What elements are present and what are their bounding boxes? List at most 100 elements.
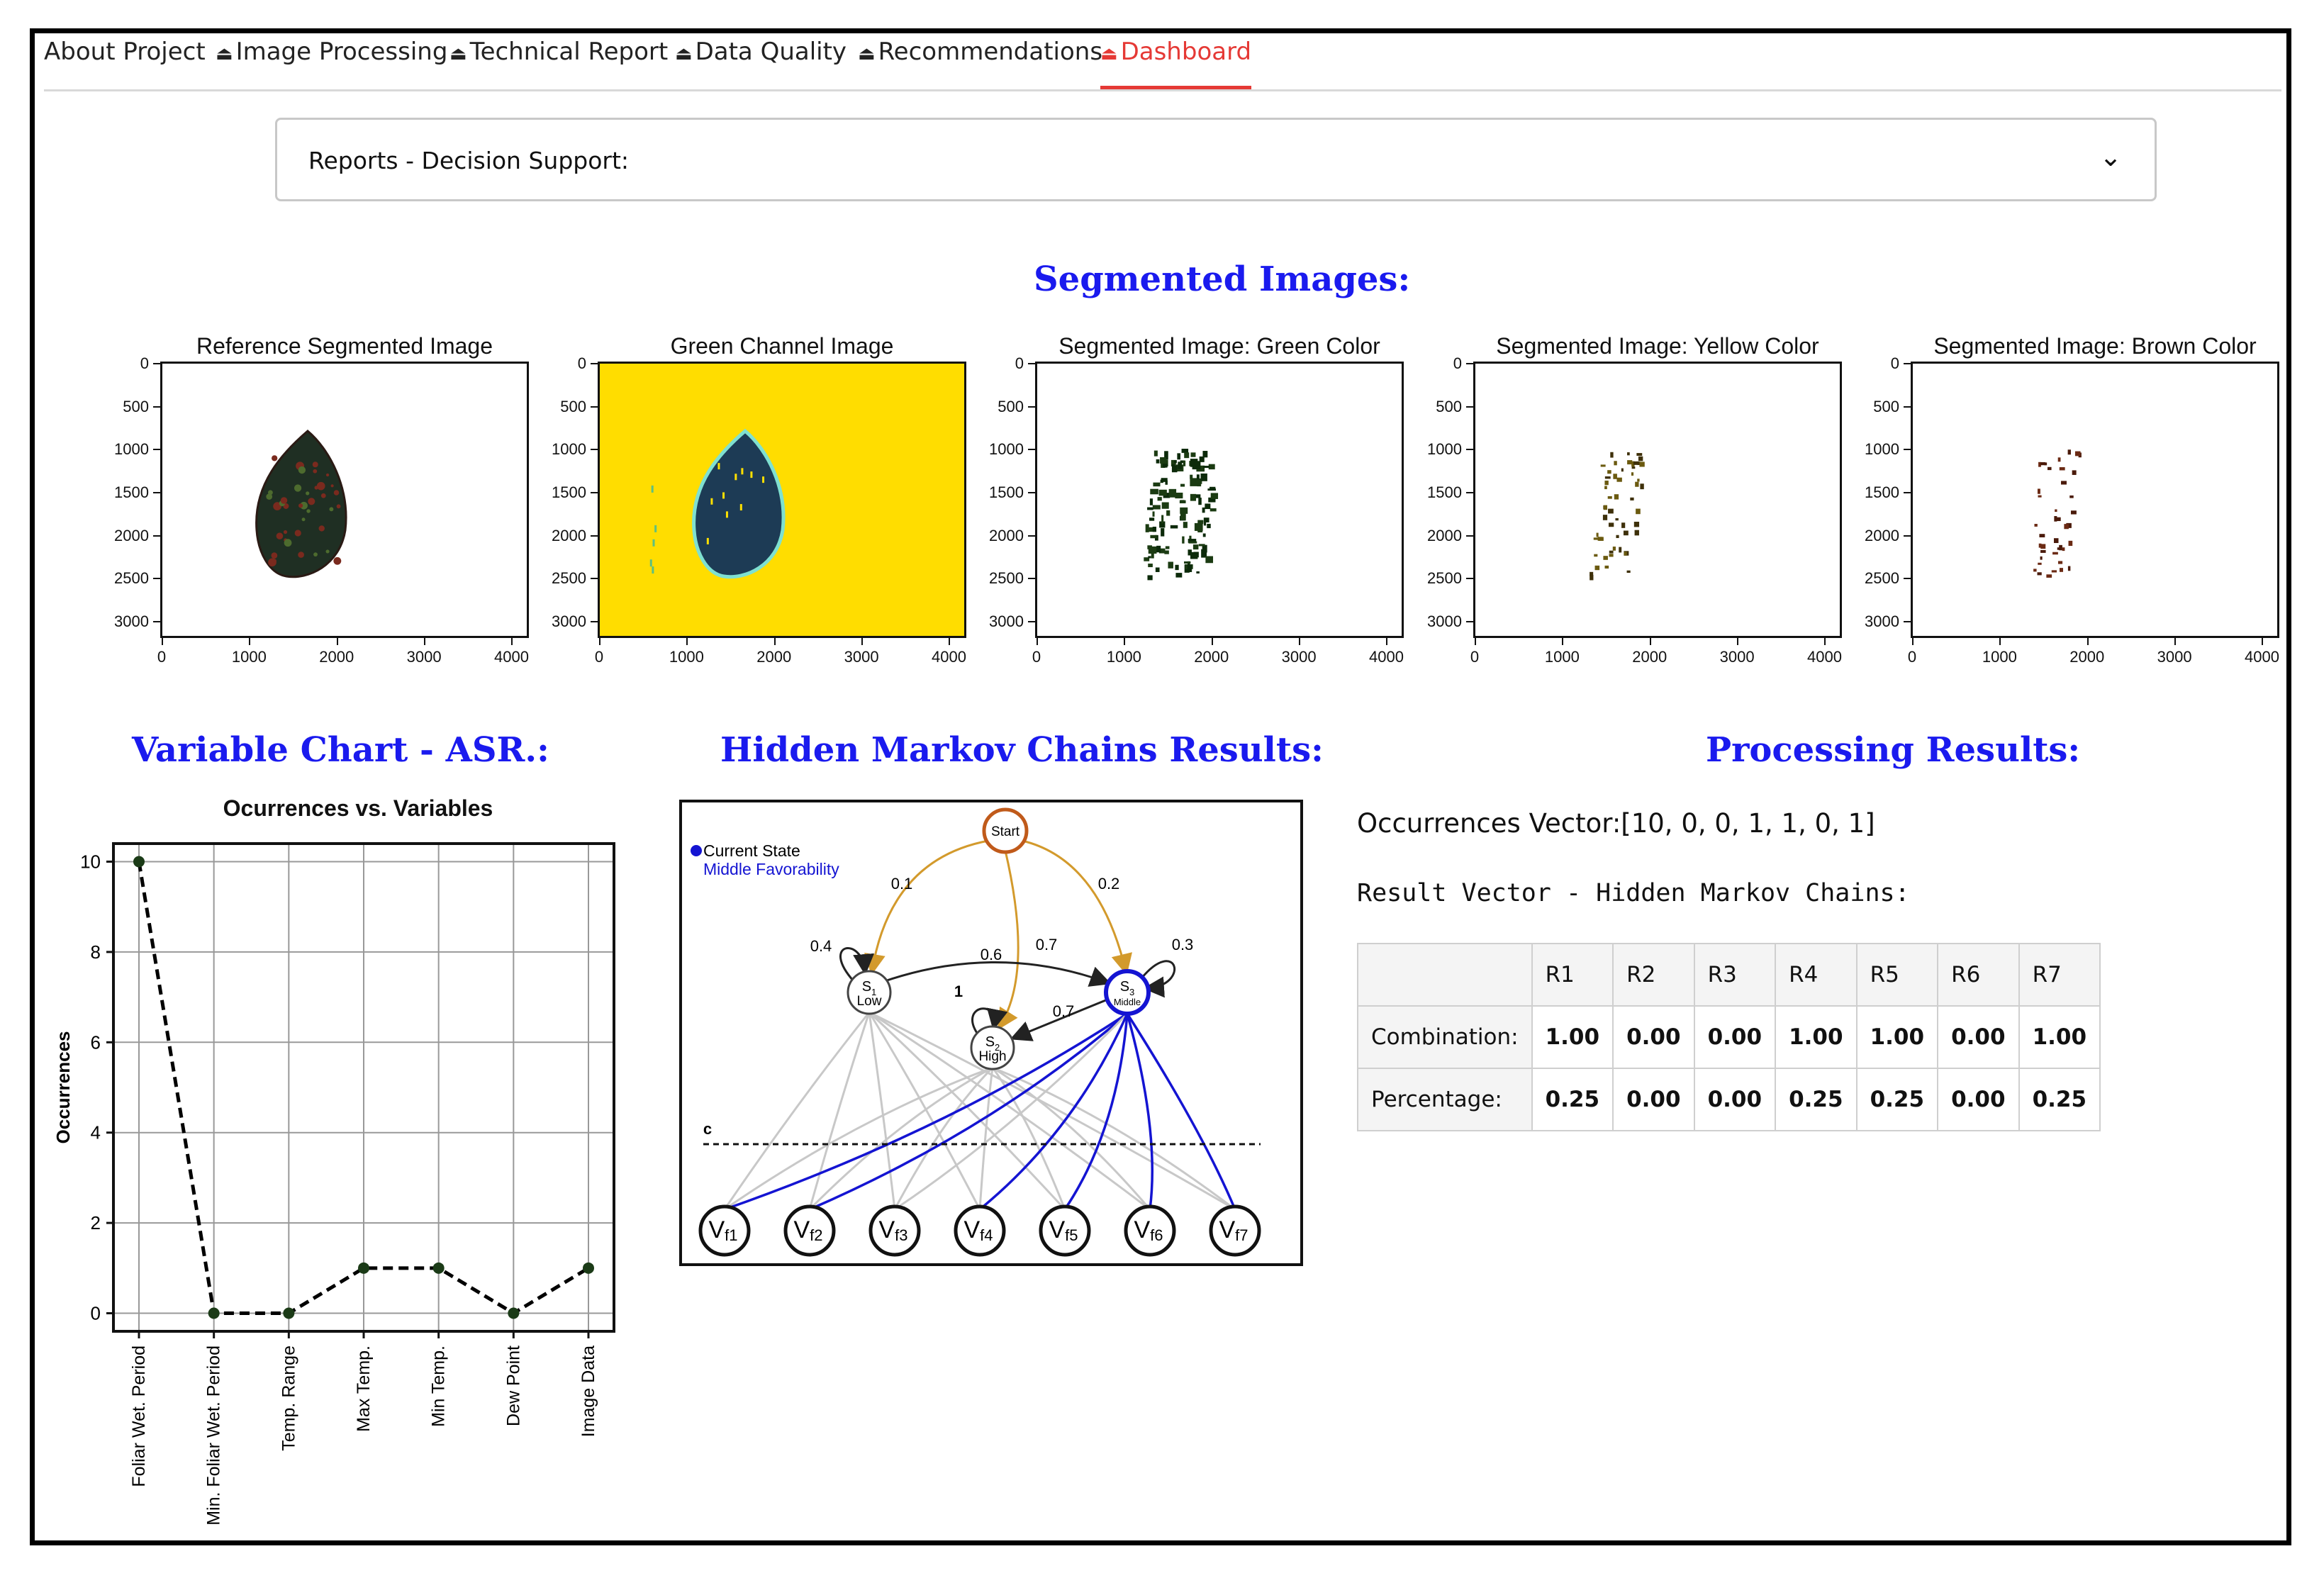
x-tick bbox=[1562, 638, 1564, 645]
tab-about-project[interactable]: About Project bbox=[44, 38, 206, 66]
y-tick-label: 1000 bbox=[1427, 440, 1462, 459]
plot-title: Segmented Image: Yellow Color bbox=[1496, 333, 1819, 359]
y-tick bbox=[153, 535, 160, 537]
segment-pixel bbox=[1152, 505, 1161, 510]
table-cell: 0.00 bbox=[1612, 1068, 1695, 1131]
x-tick bbox=[2262, 638, 2264, 645]
tab-data-quality[interactable]: ⏏ Data Quality bbox=[675, 38, 847, 66]
x-tick-label: Temp. Range bbox=[279, 1345, 298, 1451]
table-row: Percentage: 0.25 0.00 0.00 0.25 0.25 0.0… bbox=[1357, 1068, 2101, 1131]
tab-technical-report[interactable]: ⏏ Technical Report bbox=[449, 38, 669, 66]
segment-pixel bbox=[1630, 497, 1634, 500]
plot-image bbox=[1590, 452, 1645, 581]
segment-pixel bbox=[1159, 521, 1166, 528]
segment-pixel bbox=[1614, 494, 1619, 500]
y-tick bbox=[1904, 578, 1911, 580]
segment-pixel bbox=[1635, 481, 1639, 487]
segment-pixel bbox=[1608, 508, 1614, 514]
segment-pixel bbox=[2038, 543, 2042, 548]
y-tick-label: 2 bbox=[91, 1212, 101, 1233]
leaf-spot bbox=[330, 484, 334, 488]
leaf-spot bbox=[300, 501, 308, 510]
y-tick bbox=[1028, 449, 1035, 451]
variable-label: Vf4 bbox=[963, 1216, 993, 1244]
x-tick bbox=[424, 638, 426, 645]
leaf-spot bbox=[333, 490, 340, 496]
leaf-spot bbox=[272, 455, 278, 461]
variable-node bbox=[1209, 1204, 1261, 1257]
segment-pixel bbox=[1621, 468, 1624, 472]
y-tick bbox=[591, 405, 598, 408]
segment-pixel bbox=[1145, 524, 1149, 532]
table-cell: 0.25 bbox=[1775, 1068, 1857, 1131]
x-tick-label: Image Data bbox=[579, 1345, 598, 1437]
segment-pixel bbox=[1187, 564, 1192, 573]
y-tick-label: 2000 bbox=[1427, 526, 1462, 544]
x-tick-label: Min. Foliar Wet. Period bbox=[204, 1345, 224, 1526]
tab-image-processing[interactable]: ⏏ Image Processing bbox=[216, 38, 448, 66]
state-s1 bbox=[847, 970, 892, 1015]
segment-pixel bbox=[2057, 457, 2061, 462]
noise-mark bbox=[649, 559, 652, 567]
segment-pixel bbox=[1614, 461, 1617, 466]
transition-s3-s2 bbox=[1010, 998, 1108, 1041]
variable-node bbox=[783, 1204, 836, 1257]
segment-pixel bbox=[2046, 574, 2052, 578]
segment-pixel bbox=[1202, 544, 1207, 553]
segment-pixel bbox=[1188, 541, 1197, 544]
y-tick-label: 1500 bbox=[1865, 483, 1899, 501]
segment-pixel bbox=[1205, 503, 1211, 510]
row-label: Percentage: bbox=[1357, 1068, 1533, 1131]
segment-pixel bbox=[2044, 462, 2048, 466]
segmented-image-2 bbox=[598, 362, 966, 638]
current-emission-edge bbox=[978, 1013, 1129, 1211]
tab-recommendations[interactable]: ⏏ Recommendations bbox=[858, 38, 1103, 66]
prob-label: 0.3 bbox=[1172, 936, 1194, 953]
app-frame bbox=[30, 28, 2291, 1545]
segment-pixel bbox=[1627, 452, 1630, 456]
table-header: R7 bbox=[2018, 943, 2101, 1007]
x-tick-label: 3000 bbox=[2157, 648, 2192, 666]
leaf-spot bbox=[722, 492, 725, 499]
leaf-spot bbox=[306, 491, 310, 496]
tab-dashboard[interactable]: ⏏ Dashboard bbox=[1100, 34, 1252, 89]
segment-pixel bbox=[1188, 539, 1197, 543]
segment-pixel bbox=[2038, 461, 2041, 467]
x-tick bbox=[2174, 638, 2177, 645]
variable-node bbox=[698, 1204, 751, 1257]
y-tick-label: 3000 bbox=[552, 612, 586, 630]
y-tick-label: 3000 bbox=[1427, 612, 1462, 630]
leaf-spot bbox=[313, 552, 318, 557]
segment-pixel bbox=[1594, 554, 1598, 557]
segment-pixel bbox=[1174, 460, 1177, 464]
y-tick bbox=[1466, 578, 1473, 580]
transition-start-s3 bbox=[1022, 839, 1132, 975]
segment-pixel bbox=[1156, 459, 1160, 464]
leaf-spot bbox=[762, 476, 765, 483]
segment-pixel bbox=[2055, 509, 2057, 513]
segment-pixel bbox=[1594, 565, 1600, 571]
y-tick-label: 1000 bbox=[1865, 440, 1899, 459]
y-tick bbox=[591, 449, 598, 451]
segment-pixel bbox=[1153, 482, 1161, 487]
threshold-label: c bbox=[703, 1120, 712, 1138]
segment-pixel bbox=[1631, 472, 1634, 476]
segment-pixel bbox=[1631, 461, 1635, 467]
reports-dropdown[interactable]: Reports - Decision Support: ⌄ bbox=[275, 118, 2157, 201]
segment-pixel bbox=[2040, 556, 2043, 560]
segment-pixel bbox=[2057, 561, 2063, 564]
prob-label: 0.2 bbox=[1098, 875, 1120, 892]
y-tick bbox=[591, 578, 598, 580]
segment-pixel bbox=[1168, 561, 1173, 569]
noise-mark bbox=[654, 525, 657, 532]
leaf-spot bbox=[266, 493, 273, 500]
segment-pixel bbox=[1210, 508, 1217, 512]
y-tick-label: 3000 bbox=[989, 612, 1024, 630]
hmm-diagram: c0.1 0.20.70.4 0.60.310.7StartS1LowS2HighS… bbox=[679, 800, 1303, 1266]
segment-pixel bbox=[1600, 464, 1606, 467]
segment-pixel bbox=[2067, 449, 2071, 455]
y-tick-label: 0 bbox=[91, 1303, 101, 1324]
table-header: R3 bbox=[1693, 943, 1777, 1007]
leaf-spot bbox=[306, 509, 311, 513]
segment-pixel bbox=[1175, 573, 1183, 578]
